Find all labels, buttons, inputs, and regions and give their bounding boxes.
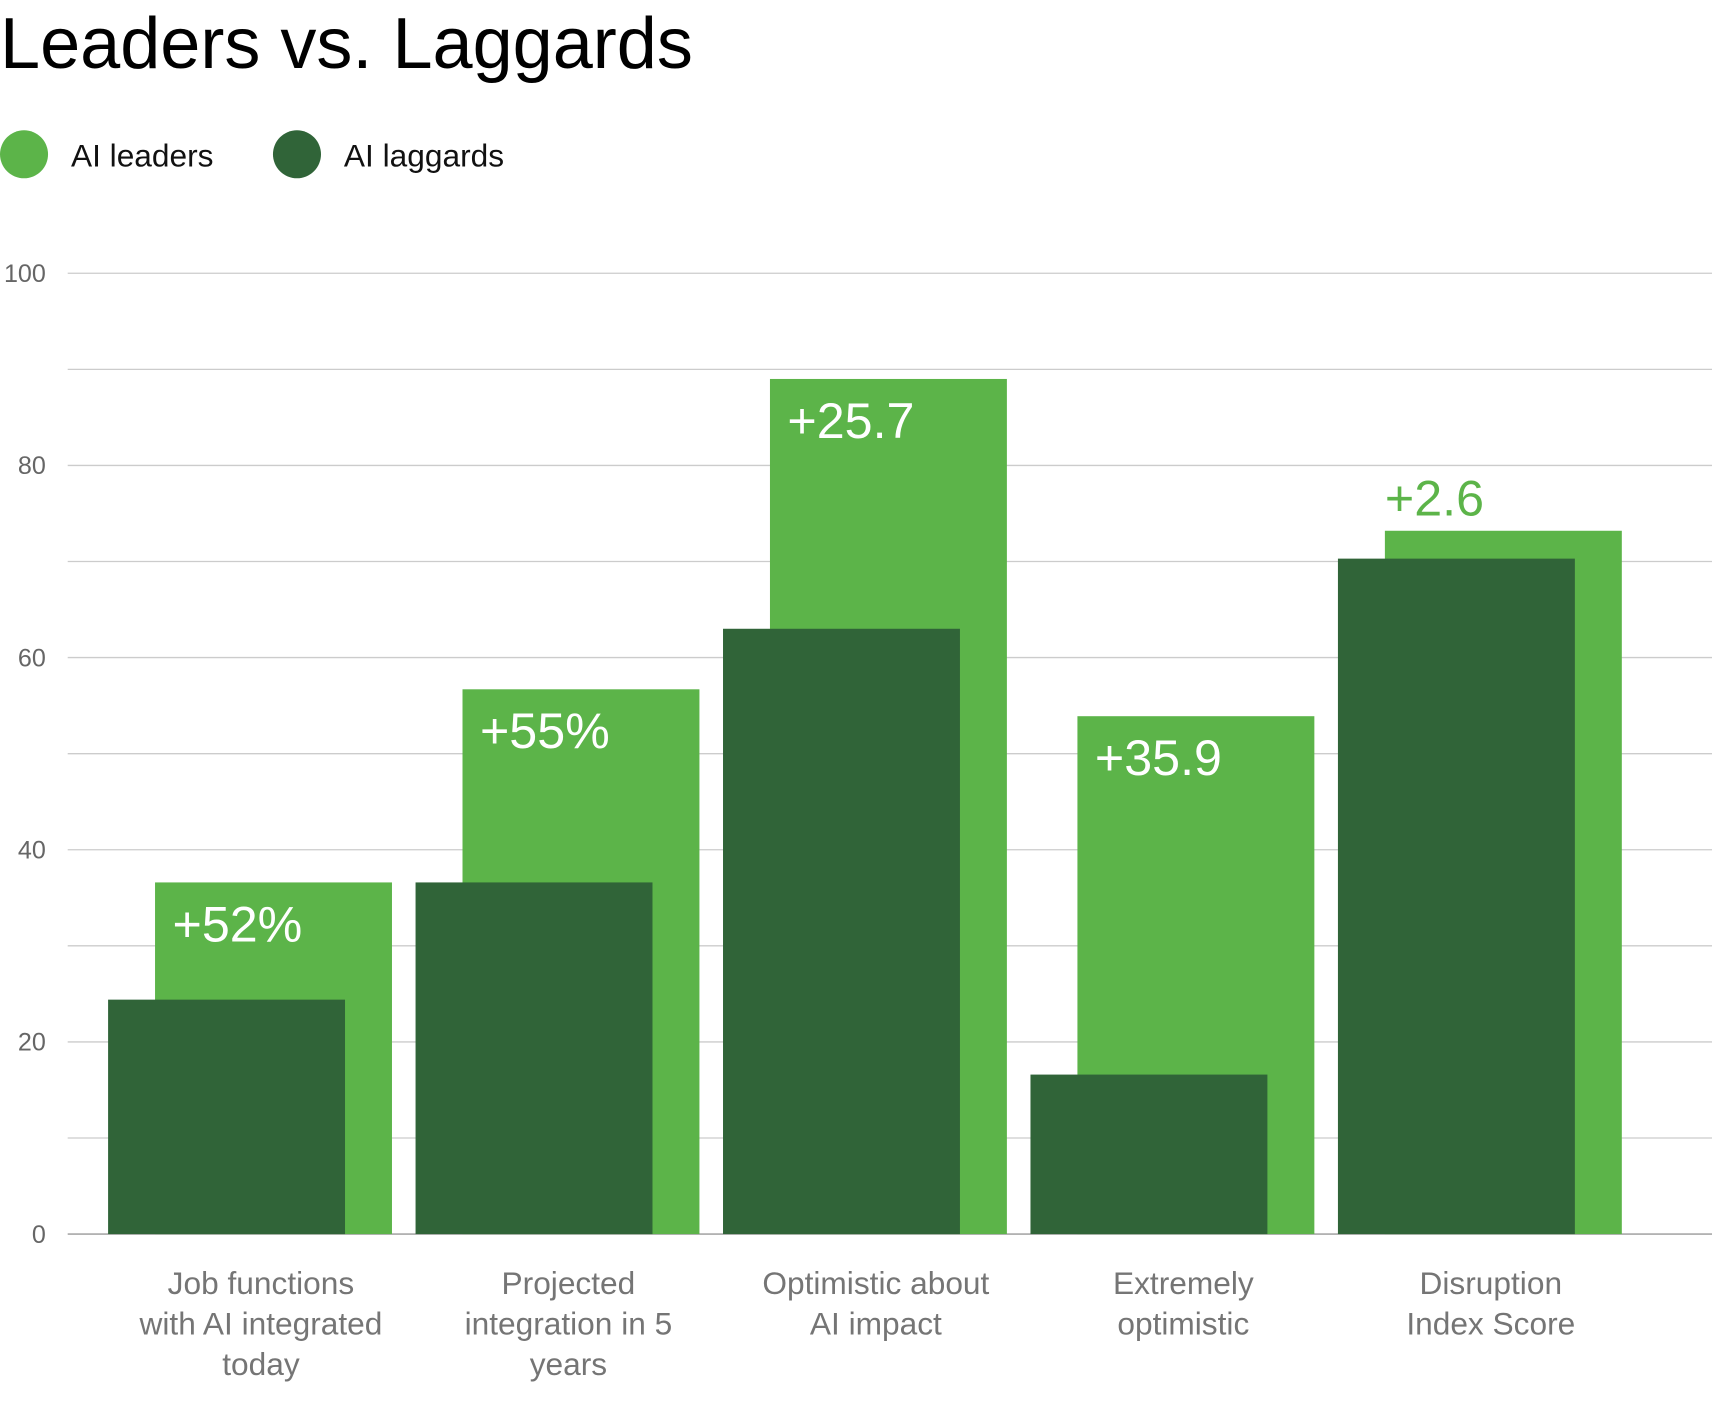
- x-category-label: optimistic: [1117, 1306, 1249, 1342]
- bar-ai-laggards: [108, 999, 346, 1235]
- bar-ai-laggards: [1030, 1074, 1268, 1235]
- x-category-label: Index Score: [1406, 1306, 1575, 1342]
- legend: AI leaders AI laggards: [0, 130, 504, 179]
- legend-label: AI leaders: [71, 137, 214, 173]
- x-category-label: integration in 5: [465, 1306, 673, 1342]
- category-labels: Job functions with AI integrated today Proj…: [139, 1265, 1576, 1382]
- bar-annotation: +55%: [480, 703, 610, 759]
- x-category-label: Optimistic about: [762, 1265, 989, 1301]
- bar-annotation: +35.9: [1095, 730, 1222, 786]
- y-tick-label: 0: [32, 1221, 46, 1249]
- bar-ai-laggards: [723, 628, 960, 1235]
- x-category-label: Projected: [502, 1265, 636, 1301]
- x-category-label: years: [530, 1346, 607, 1382]
- x-category-label: today: [222, 1346, 300, 1382]
- y-tick-label: 20: [18, 1029, 46, 1057]
- y-tick-label: 60: [18, 644, 46, 672]
- x-category-label: AI impact: [810, 1306, 942, 1342]
- x-category-label: Disruption: [1420, 1265, 1563, 1301]
- legend-swatch-leaders: [0, 130, 49, 179]
- chart-title: Leaders vs. Laggards: [0, 4, 693, 84]
- bar-ai-laggards: [1337, 558, 1575, 1235]
- x-category-label: with AI integrated: [139, 1306, 383, 1342]
- legend-label: AI laggards: [344, 137, 504, 173]
- x-category-label: Job functions: [168, 1265, 355, 1301]
- bar-annotation: +2.6: [1385, 470, 1484, 526]
- bar-ai-laggards: [415, 882, 653, 1235]
- bars: +52% +55% +25.7 +35.9 +2.6: [108, 378, 1622, 1235]
- y-tick-label: 80: [18, 452, 46, 480]
- bar-annotation: +25.7: [787, 393, 914, 449]
- x-category-label: Extremely: [1113, 1265, 1254, 1301]
- y-tick-label: 40: [18, 836, 46, 864]
- bar-annotation: +52%: [173, 896, 303, 952]
- legend-swatch-laggards: [272, 130, 321, 179]
- y-tick-label: 100: [4, 260, 46, 288]
